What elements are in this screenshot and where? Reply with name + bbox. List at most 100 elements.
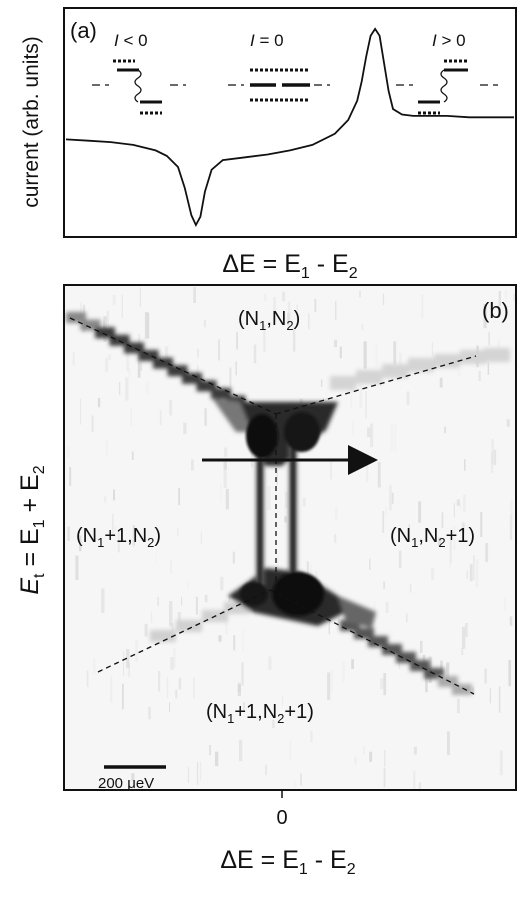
noise-streak bbox=[232, 551, 235, 564]
noise-streak bbox=[218, 339, 220, 361]
noise-streak bbox=[223, 460, 227, 488]
noise-streak bbox=[289, 740, 292, 762]
noise-streak bbox=[224, 447, 228, 457]
noise-streak bbox=[420, 640, 423, 653]
noise-streak bbox=[197, 348, 199, 358]
band-segment bbox=[438, 676, 458, 687]
noise-streak bbox=[66, 444, 70, 458]
band-segment bbox=[211, 388, 231, 399]
noise-streak bbox=[337, 617, 340, 626]
band-segment bbox=[460, 350, 486, 364]
upper-triangle-shade bbox=[212, 398, 252, 432]
panel-b-label: (b) bbox=[482, 298, 509, 323]
noise-streak bbox=[462, 494, 466, 512]
noise-streak bbox=[123, 651, 125, 676]
band-segment bbox=[153, 357, 173, 369]
noise-streak bbox=[199, 761, 202, 781]
noise-streak bbox=[114, 526, 116, 542]
noise-streak bbox=[228, 594, 231, 603]
noise-streak bbox=[363, 341, 367, 369]
noise-streak bbox=[425, 668, 428, 693]
noise-streak bbox=[315, 570, 318, 580]
noise-streak bbox=[169, 601, 173, 627]
noise-streak bbox=[421, 294, 424, 318]
band-segment bbox=[196, 380, 217, 392]
noise-streak bbox=[367, 427, 371, 438]
noise-streak bbox=[478, 370, 481, 381]
noise-streak bbox=[193, 287, 196, 303]
noise-streak bbox=[229, 367, 232, 396]
noise-streak bbox=[220, 483, 222, 503]
noise-streak bbox=[369, 751, 373, 762]
noise-streak bbox=[391, 492, 394, 504]
current-trace bbox=[65, 27, 514, 228]
upper-right-guide bbox=[275, 355, 477, 415]
band-segment bbox=[410, 660, 430, 671]
band-segment bbox=[95, 327, 115, 339]
noise-streak bbox=[464, 459, 466, 471]
panel-b-ylabel: Et = E1 + E2 bbox=[16, 465, 48, 594]
noise-streak bbox=[393, 424, 397, 452]
band-segment bbox=[138, 350, 159, 361]
noise-streak bbox=[508, 660, 512, 687]
noise-streak bbox=[128, 662, 130, 677]
panel-a: (a) current (arb. units) bbox=[20, 7, 517, 282]
noise-streak bbox=[132, 535, 134, 547]
noise-streak bbox=[491, 438, 494, 465]
noise-streak bbox=[137, 353, 141, 378]
noise-streak bbox=[489, 688, 491, 704]
noise-streak bbox=[490, 451, 494, 474]
lower-right-guide bbox=[269, 589, 475, 695]
noise-streak bbox=[292, 326, 296, 352]
noise-streak bbox=[243, 702, 245, 712]
noise-streak bbox=[236, 332, 238, 350]
noise-streak bbox=[103, 496, 107, 503]
noise-streak bbox=[173, 648, 176, 669]
noise-streak bbox=[487, 362, 490, 375]
noise-streak bbox=[126, 649, 130, 668]
noise-streak bbox=[101, 588, 105, 613]
noise-streak bbox=[472, 687, 475, 695]
noise-streak bbox=[125, 377, 129, 401]
noise-streak bbox=[145, 382, 150, 395]
noise-streak bbox=[383, 767, 386, 788]
noise-streak bbox=[483, 303, 487, 329]
noise-streak bbox=[413, 771, 416, 791]
noise-streak bbox=[398, 352, 402, 365]
noise-streak bbox=[105, 439, 109, 456]
panel-b-xlabel: ΔE = E1 - E2 bbox=[220, 846, 355, 878]
noise-streak bbox=[117, 531, 120, 553]
noise-streak bbox=[302, 497, 306, 507]
noise-streak bbox=[147, 313, 150, 339]
panel-b: (N1,N2) (N1+1,N2) (N1,N2+1) (N1+1,N2+1) … bbox=[16, 284, 517, 878]
inset-label-zero: I = 0 bbox=[250, 31, 284, 50]
band-segment bbox=[484, 348, 510, 362]
band-segment bbox=[150, 630, 176, 642]
noise-streak bbox=[363, 746, 365, 755]
noise-streak bbox=[273, 296, 277, 322]
band-segment bbox=[396, 652, 416, 663]
region-label-n1p1-n2: (N1+1,N2) bbox=[76, 525, 161, 550]
noise-streak bbox=[131, 773, 135, 781]
noise-streak bbox=[169, 702, 171, 712]
noise-streak bbox=[265, 764, 267, 776]
noise-streak bbox=[276, 469, 278, 485]
noise-streak bbox=[431, 342, 433, 356]
noise-streak bbox=[359, 290, 361, 298]
x-tick-label-zero: 0 bbox=[276, 807, 287, 829]
region-label-n1p1-n2p1: (N1+1,N2+1) bbox=[206, 701, 314, 726]
noise-streak bbox=[382, 510, 385, 533]
noise-streak bbox=[453, 525, 456, 550]
noise-streak bbox=[453, 503, 455, 518]
noise-streak bbox=[284, 516, 287, 523]
noise-streak bbox=[105, 357, 109, 373]
band-segment bbox=[368, 636, 388, 647]
noise-streak bbox=[144, 312, 149, 339]
noise-streak bbox=[451, 690, 453, 699]
noise-streak bbox=[204, 408, 207, 426]
panel-a-ylabel: current (arb. units) bbox=[20, 36, 43, 208]
noise-streak bbox=[413, 746, 417, 755]
inset-zero-current bbox=[228, 68, 330, 102]
noise-streak bbox=[509, 515, 513, 541]
noise-streak bbox=[191, 459, 194, 471]
